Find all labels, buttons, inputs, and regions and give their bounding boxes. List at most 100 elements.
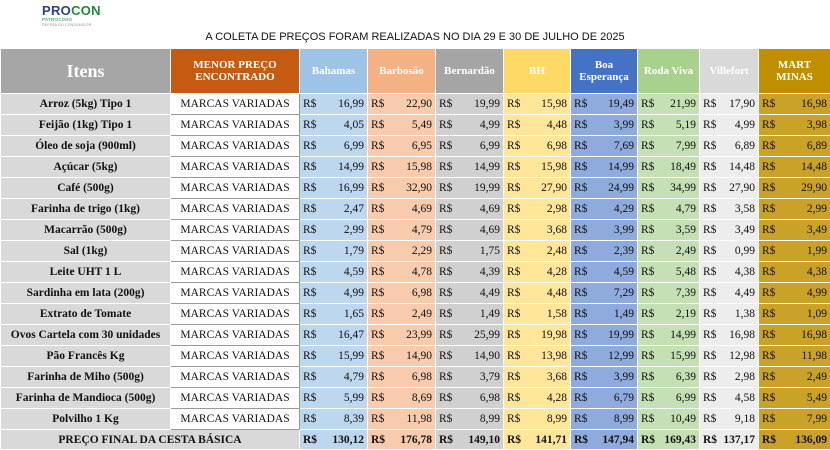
currency-symbol: R$ — [507, 392, 521, 404]
price-cell-bh: R$ 4,28 — [503, 261, 571, 283]
price-amount: 141,71 — [535, 433, 567, 446]
price-cell-barbosao: R$ 2,49 — [367, 303, 436, 325]
price-cell-bahamas: R$ 1,65 — [299, 303, 368, 325]
price-cell-bh: R$ 3,68 — [503, 219, 571, 241]
price-amount: 19,98 — [541, 329, 567, 341]
price-value: R$ 6,39 — [639, 371, 699, 383]
price-cell-boa-esperanca: R$ 7,69 — [570, 135, 638, 157]
currency-symbol: R$ — [762, 182, 776, 194]
currency-symbol: R$ — [303, 245, 317, 257]
currency-symbol: R$ — [507, 140, 521, 152]
price-cell-boa-esperanca: R$ 3,99 — [570, 366, 638, 388]
price-value: R$ 2,99 — [301, 224, 367, 236]
price-amount: 6,95 — [411, 140, 432, 152]
price-amount: 16,98 — [729, 329, 755, 341]
currency-symbol: R$ — [303, 329, 317, 341]
price-amount: 1,49 — [613, 308, 634, 320]
price-cell-bernardao: R$ 14,90 — [435, 345, 504, 367]
price-cell-villefort: R$ 27,90 — [699, 177, 759, 199]
price-amount: 5,49 — [806, 392, 827, 404]
price-cell-bahamas: R$ 4,79 — [299, 366, 368, 388]
price-value: R$ 2,49 — [760, 371, 830, 383]
price-cell-bernardao: R$ 149,10 — [435, 429, 504, 450]
price-amount: 14,90 — [406, 350, 432, 362]
price-cell-mart-minas: R$ 1,09 — [758, 303, 830, 325]
price-cell-mart-minas: R$ 16,98 — [758, 93, 830, 115]
price-value: R$ 19,98 — [505, 329, 570, 341]
currency-symbol: R$ — [641, 161, 655, 173]
price-amount: 5,48 — [675, 266, 696, 278]
price-cell-bh: R$ 4,48 — [503, 114, 571, 136]
price-cell-villefort: R$ 6,89 — [699, 135, 759, 157]
price-amount: 4,78 — [411, 266, 432, 278]
price-value: R$ 2,39 — [572, 245, 637, 257]
price-amount: 147,94 — [602, 433, 634, 446]
price-amount: 4,29 — [613, 203, 634, 215]
price-amount: 3,59 — [675, 224, 696, 236]
price-value: R$ 7,99 — [760, 413, 830, 425]
currency-symbol: R$ — [703, 266, 717, 278]
table-row: Pão Francês Kg MARCAS VARIADAS R$ 15,99 R$ 14… — [0, 345, 830, 367]
currency-symbol: R$ — [439, 203, 453, 215]
price-cell-bernardao: R$ 4,49 — [435, 282, 504, 304]
currency-symbol: R$ — [703, 392, 717, 404]
price-amount: 137,17 — [723, 433, 755, 446]
price-value: R$ 2,47 — [301, 203, 367, 215]
price-value: R$ 1,79 — [301, 245, 367, 257]
price-amount: 4,58 — [734, 392, 755, 404]
price-value: R$ 6,99 — [437, 140, 503, 152]
price-amount: 4,69 — [411, 203, 432, 215]
price-value: R$ 16,99 — [301, 182, 367, 194]
currency-symbol: R$ — [762, 203, 776, 215]
price-amount: 3,49 — [734, 224, 755, 236]
price-cell-barbosao: R$ 176,78 — [367, 429, 436, 450]
currency-symbol: R$ — [703, 287, 717, 299]
price-amount: 4,38 — [734, 266, 755, 278]
price-amount: 12,99 — [608, 350, 634, 362]
price-value: R$ 4,99 — [760, 287, 830, 299]
price-value: R$ 24,99 — [572, 182, 637, 194]
price-amount: 7,99 — [806, 413, 827, 425]
price-cell-barbosao: R$ 15,98 — [367, 156, 436, 178]
price-amount: 1,49 — [479, 308, 500, 320]
price-value: R$ 4,59 — [572, 266, 637, 278]
currency-symbol: R$ — [303, 392, 317, 404]
price-cell-mart-minas: R$ 4,99 — [758, 282, 830, 304]
price-amount: 4,99 — [479, 119, 500, 131]
currency-symbol: R$ — [371, 224, 385, 236]
menor-preco-brand: MARCAS VARIADAS — [170, 261, 300, 283]
price-amount: 24,99 — [608, 182, 634, 194]
header-store-bh: BH — [503, 48, 571, 94]
currency-symbol: R$ — [371, 140, 385, 152]
price-amount: 15,98 — [406, 161, 432, 173]
price-value: R$ 8,69 — [369, 392, 435, 404]
price-cell-villefort: R$ 137,17 — [699, 429, 759, 450]
currency-symbol: R$ — [439, 119, 453, 131]
currency-symbol: R$ — [507, 98, 521, 110]
currency-symbol: R$ — [762, 266, 776, 278]
price-cell-bahamas: R$ 4,99 — [299, 282, 368, 304]
price-amount: 4,49 — [479, 287, 500, 299]
currency-symbol: R$ — [439, 433, 454, 446]
price-amount: 6,98 — [411, 371, 432, 383]
price-amount: 2,29 — [411, 245, 432, 257]
price-amount: 8,39 — [343, 413, 364, 425]
price-value: R$ 1,65 — [301, 308, 367, 320]
currency-symbol: R$ — [574, 308, 588, 320]
price-cell-boa-esperanca: R$ 3,99 — [570, 114, 638, 136]
price-cell-bernardao: R$ 4,69 — [435, 198, 504, 220]
price-cell-bh: R$ 8,99 — [503, 408, 571, 430]
currency-symbol: R$ — [762, 224, 776, 236]
price-cell-roda-viva: R$ 6,39 — [637, 366, 700, 388]
table-row: Leite UHT 1 L MARCAS VARIADAS R$ 4,59 R$ 4,78… — [0, 261, 830, 283]
price-amount: 3,68 — [546, 224, 567, 236]
price-cell-bernardao: R$ 19,99 — [435, 93, 504, 115]
price-value: R$ 4,59 — [301, 266, 367, 278]
price-amount: 18,49 — [670, 161, 696, 173]
price-value: R$ 6,98 — [437, 392, 503, 404]
price-cell-villefort: R$ 2,98 — [699, 366, 759, 388]
price-amount: 3,98 — [806, 119, 827, 131]
price-cell-barbosao: R$ 4,69 — [367, 198, 436, 220]
price-amount: 4,48 — [546, 287, 567, 299]
currency-symbol: R$ — [641, 308, 655, 320]
